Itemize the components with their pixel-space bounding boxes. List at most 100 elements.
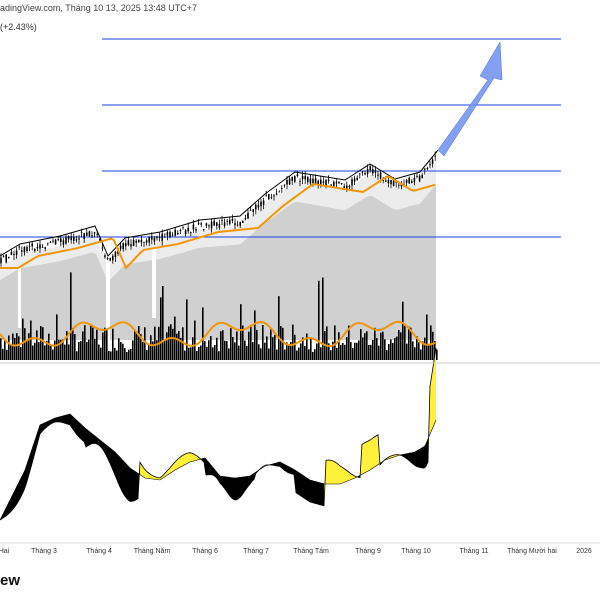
volume-bar bbox=[270, 328, 272, 360]
candle-body bbox=[171, 234, 174, 236]
oscillator-fill bbox=[336, 462, 338, 484]
candle-body bbox=[413, 178, 416, 183]
candle-body bbox=[281, 188, 283, 189]
candle-body bbox=[57, 239, 59, 240]
oscillator-fill bbox=[210, 464, 212, 475]
oscillator-fill bbox=[300, 473, 302, 497]
volume-bar bbox=[214, 345, 216, 360]
volume-bar bbox=[430, 325, 432, 360]
candle-body bbox=[385, 180, 387, 182]
candle-body bbox=[200, 223, 202, 225]
candle-body bbox=[99, 239, 101, 241]
candle-body bbox=[260, 201, 262, 207]
oscillator-fill bbox=[56, 417, 58, 422]
volume-bar bbox=[10, 344, 12, 360]
volume-bar bbox=[310, 338, 312, 360]
volume-bar bbox=[166, 332, 168, 360]
oscillator-fill bbox=[330, 460, 332, 484]
volume-bar bbox=[86, 341, 88, 360]
volume-bar bbox=[416, 336, 418, 360]
candle-body bbox=[229, 220, 231, 224]
oscillator-fill bbox=[370, 438, 372, 470]
oscillator-fill bbox=[364, 442, 366, 474]
volume-bar bbox=[150, 335, 152, 360]
oscillator-fill bbox=[434, 348, 436, 425]
volume-bar bbox=[176, 333, 178, 360]
candle-body bbox=[143, 242, 145, 244]
volume-bar bbox=[60, 339, 62, 360]
oscillator-fill bbox=[328, 460, 330, 484]
oscillator-fill bbox=[296, 470, 298, 494]
oscillator-fill bbox=[238, 477, 240, 499]
oscillator-fill bbox=[118, 455, 120, 487]
candle-body bbox=[226, 221, 228, 222]
oscillator-fill bbox=[176, 459, 178, 470]
oscillator-fill bbox=[302, 474, 304, 498]
volume-bar bbox=[18, 336, 20, 360]
volume-bar bbox=[182, 327, 184, 360]
volume-bar bbox=[230, 328, 232, 360]
volume-bar bbox=[328, 343, 330, 360]
oscillator-fill bbox=[332, 460, 334, 484]
candle-body bbox=[247, 212, 249, 219]
candle-body bbox=[353, 178, 356, 182]
volume-bar bbox=[144, 327, 146, 360]
candle-body bbox=[190, 232, 192, 233]
oscillator-fill bbox=[310, 480, 312, 503]
candle-body bbox=[330, 184, 332, 186]
volume-bar bbox=[384, 339, 386, 360]
oscillator-fill bbox=[244, 476, 246, 493]
oscillator-fill bbox=[136, 472, 138, 500]
time-axis: Hai Tháng 3 Tháng 4 Tháng Năm Tháng 6 Tháng 7… bbox=[0, 362, 600, 555]
volume-bar bbox=[366, 331, 368, 360]
volume-bar bbox=[368, 345, 370, 360]
oscillator-fill bbox=[412, 452, 414, 465]
volume-bar bbox=[222, 330, 224, 360]
candle-body bbox=[265, 195, 267, 197]
volume-bar bbox=[312, 351, 314, 360]
oscillator-fill bbox=[414, 451, 416, 467]
volume-bar bbox=[90, 324, 92, 360]
candle-body bbox=[213, 220, 215, 226]
candle-body bbox=[31, 243, 33, 247]
volume-bar bbox=[414, 347, 416, 360]
oscillator-fill bbox=[96, 436, 98, 445]
volume-bar bbox=[412, 341, 414, 360]
volume-bar bbox=[364, 333, 366, 360]
volume-bar bbox=[32, 345, 34, 360]
volume-bar bbox=[170, 324, 172, 360]
volume-bar bbox=[256, 329, 258, 360]
oscillator-panel bbox=[0, 347, 437, 521]
oscillator-fill bbox=[290, 467, 292, 474]
oscillator-fill bbox=[190, 452, 192, 462]
candle-body bbox=[197, 223, 200, 225]
volume-bar bbox=[94, 338, 96, 360]
gap bbox=[106, 262, 110, 360]
volume-bar bbox=[118, 338, 120, 360]
oscillator-fill bbox=[90, 432, 92, 445]
volume-bar bbox=[102, 332, 104, 360]
candle-body bbox=[268, 194, 270, 200]
volume-bar bbox=[30, 320, 32, 360]
candle-body bbox=[208, 225, 210, 227]
oscillator-fill bbox=[4, 508, 6, 518]
oscillator-fill bbox=[62, 415, 64, 423]
volume-bar bbox=[112, 328, 114, 360]
volume-bar bbox=[326, 326, 328, 360]
volume-bar bbox=[340, 345, 342, 360]
candle-body bbox=[203, 228, 205, 230]
candle-body bbox=[130, 244, 132, 247]
x-tick-label: Tháng Mười hai bbox=[507, 548, 557, 555]
oscillator-fill bbox=[130, 468, 132, 502]
shaded-area bbox=[0, 180, 436, 340]
x-tick-label: Tháng 4 bbox=[86, 548, 112, 555]
oscillator-line bbox=[0, 347, 437, 521]
oscillator-fill bbox=[288, 466, 290, 474]
volume-bar bbox=[208, 340, 210, 360]
x-tick-label: Hai bbox=[0, 548, 10, 555]
candle-body bbox=[39, 244, 41, 249]
volume-bar bbox=[424, 337, 426, 360]
volume-bar bbox=[38, 342, 40, 360]
oscillator-fill bbox=[186, 453, 188, 465]
arrow-shape bbox=[437, 41, 503, 157]
